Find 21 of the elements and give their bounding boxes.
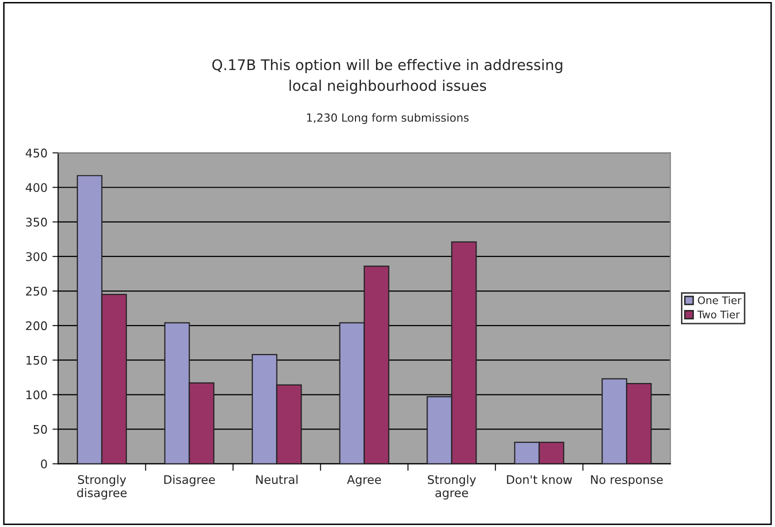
x-tick-label: Strongly disagree bbox=[77, 474, 127, 500]
y-tick-label: 100 bbox=[26, 390, 47, 400]
y-tick-label: 150 bbox=[26, 356, 47, 365]
x-tick-label: Strongly agree bbox=[428, 474, 476, 500]
chart-title: Q.17B This option will be effective in addressing local neighbourhood issues bbox=[212, 58, 562, 94]
y-tick-label: 350 bbox=[26, 218, 47, 227]
legend-label: One Tier bbox=[698, 296, 742, 304]
y-tick-label: 50 bbox=[34, 424, 47, 434]
y-tick-label: 250 bbox=[26, 286, 47, 296]
x-tick-label: Neutral bbox=[256, 474, 298, 484]
x-tick-label: No response bbox=[591, 475, 663, 486]
chart-subtitle: 1,230 Long form submissions bbox=[307, 113, 469, 124]
y-tick-label: 200 bbox=[26, 321, 47, 330]
x-tick-label: Don't know bbox=[507, 474, 572, 484]
legend-label: Two Tier bbox=[697, 310, 740, 318]
y-tick-label: 300 bbox=[26, 252, 47, 262]
x-tick-label: Agree bbox=[347, 475, 381, 486]
y-tick-label: 450 bbox=[26, 148, 47, 158]
x-tick-label: Disagree bbox=[164, 474, 215, 486]
y-tick-label: 0 bbox=[40, 459, 47, 468]
y-tick-label: 400 bbox=[26, 183, 47, 192]
